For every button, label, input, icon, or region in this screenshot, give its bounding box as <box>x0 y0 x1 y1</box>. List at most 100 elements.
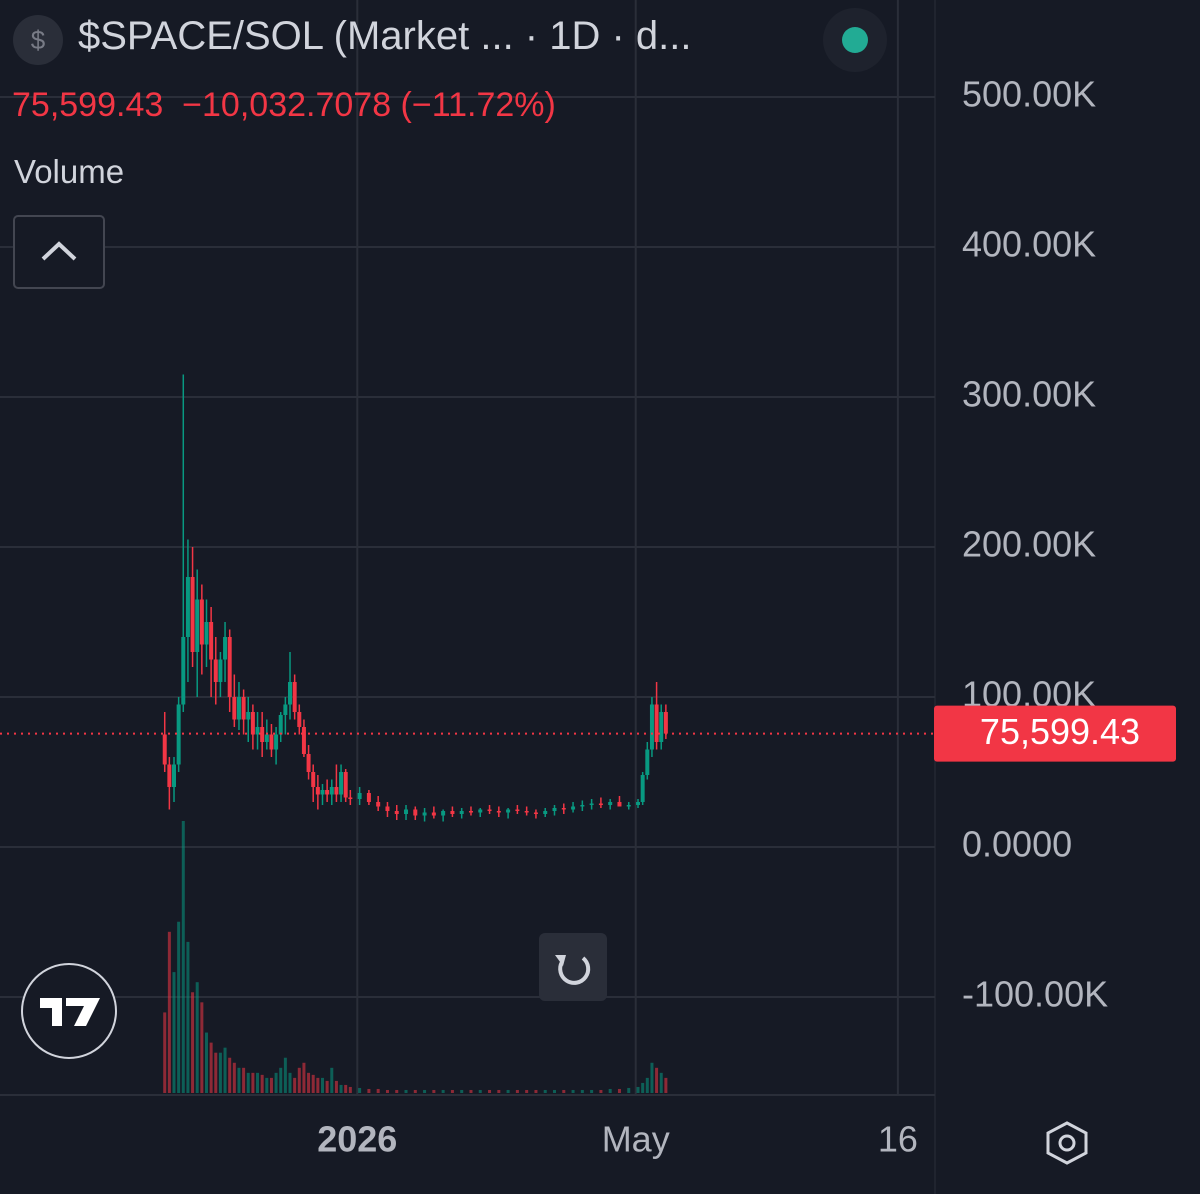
candle-body <box>260 727 265 743</box>
candle-body <box>506 809 511 813</box>
volume-bar <box>269 1077 273 1093</box>
volume-bar <box>209 1042 213 1093</box>
volume-bar <box>195 982 199 1093</box>
volume-bar <box>274 1072 278 1093</box>
volume-bar <box>580 1089 584 1093</box>
x-tick-label: 2026 <box>317 1119 397 1160</box>
candle-body <box>181 637 186 705</box>
volume-bar <box>325 1080 329 1093</box>
candle-body <box>255 727 260 735</box>
candle-body <box>441 811 446 816</box>
volume-bar <box>413 1089 417 1093</box>
candle-body <box>232 697 237 720</box>
volume-bar <box>246 1072 250 1093</box>
candle-body <box>241 697 246 720</box>
volume-bar <box>204 1032 208 1093</box>
candle-body <box>236 697 241 720</box>
candle-body <box>288 682 293 705</box>
candle-body <box>649 704 654 750</box>
candle-body <box>413 809 418 816</box>
candle-body <box>218 659 223 683</box>
candle-body <box>561 808 566 810</box>
volume-bar <box>441 1089 445 1093</box>
volume-bar <box>469 1089 473 1093</box>
volume-bar <box>659 1072 663 1093</box>
candle-body <box>329 787 334 795</box>
volume-bar <box>307 1072 311 1093</box>
candle-body <box>199 599 204 645</box>
volume-bar <box>367 1088 371 1093</box>
candle-body <box>636 802 641 806</box>
volume-bar <box>181 821 185 1093</box>
volume-bar <box>617 1088 621 1093</box>
candle-body <box>580 805 585 807</box>
candle-body <box>250 712 255 735</box>
volume-bar <box>376 1088 380 1093</box>
volume-bar <box>256 1072 260 1093</box>
candle-body <box>306 754 311 773</box>
candle-body <box>385 806 390 812</box>
collapse-button[interactable] <box>13 215 105 289</box>
settings-button[interactable] <box>1046 1121 1088 1165</box>
volume-bar <box>200 1002 204 1093</box>
candle-body <box>571 806 576 810</box>
candle-body <box>195 599 200 653</box>
logo[interactable] <box>21 963 117 1059</box>
candle-body <box>292 682 297 713</box>
volume-bar <box>515 1089 519 1093</box>
candle-body <box>552 808 557 812</box>
status-dot <box>842 27 868 53</box>
candle-layer <box>162 374 668 822</box>
volume-bar <box>251 1072 255 1093</box>
volume-bar <box>423 1089 427 1093</box>
volume-bar <box>260 1074 264 1093</box>
volume-bar <box>214 1052 218 1093</box>
volume-bar <box>177 921 181 1093</box>
candle-body <box>320 790 325 795</box>
candle-body <box>357 793 362 800</box>
candle-body <box>524 811 529 813</box>
volume-bar <box>534 1089 538 1093</box>
candle-body <box>315 787 320 795</box>
candle-body <box>459 811 464 815</box>
candle-body <box>404 809 409 815</box>
volume-bar <box>232 1062 236 1093</box>
candle-body <box>496 811 501 813</box>
volume-bar <box>288 1072 292 1093</box>
last-price: 75,599.43 <box>12 86 164 124</box>
volume-bar <box>385 1089 389 1093</box>
volume-bar <box>488 1089 492 1093</box>
candle-body <box>209 622 214 660</box>
candle-body <box>376 802 381 807</box>
volume-bar <box>279 1067 283 1093</box>
volume-bar <box>237 1067 241 1093</box>
candle-body <box>274 734 279 750</box>
candle-body <box>278 715 283 735</box>
volume-bar <box>506 1089 510 1093</box>
volume-bar <box>186 941 190 1093</box>
volume-label: Volume <box>14 153 125 190</box>
volume-bar <box>293 1077 297 1093</box>
volume-bar <box>562 1089 566 1093</box>
volume-bar <box>334 1080 338 1093</box>
candle-body <box>394 811 399 815</box>
candle-body <box>204 622 209 645</box>
volume-bar <box>348 1086 352 1093</box>
candle-body <box>589 803 594 806</box>
grid <box>0 0 935 1095</box>
candle-body <box>297 712 302 728</box>
axis-labels: -100.00K0.0000100.00K200.00K300.00K400.0… <box>0 74 1176 1160</box>
candle-body <box>626 805 631 807</box>
volume-bar <box>172 972 176 1093</box>
candle-body <box>167 764 172 788</box>
volume-bar <box>432 1089 436 1093</box>
candle-body <box>450 811 455 815</box>
price-line: 75,599.43 −10,032.7078 (−11.72%) <box>12 86 556 125</box>
y-tick-label: 0.0000 <box>962 824 1072 865</box>
candle-body <box>162 734 167 765</box>
volume-bar <box>450 1089 454 1093</box>
reset-button[interactable] <box>539 933 607 1001</box>
candle-body <box>334 787 339 795</box>
volume-bar <box>645 1077 649 1093</box>
